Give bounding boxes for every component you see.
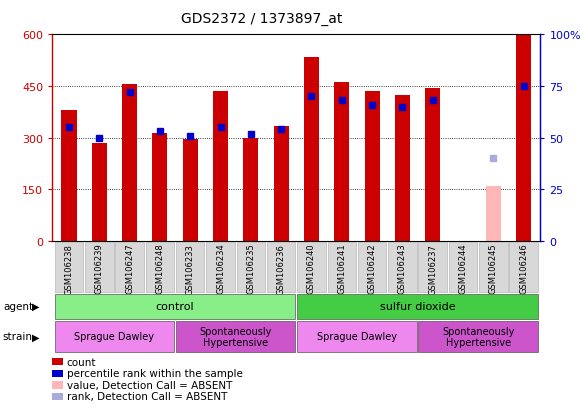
FancyBboxPatch shape bbox=[510, 242, 538, 293]
Bar bbox=[122, 85, 137, 242]
Text: GSM106248: GSM106248 bbox=[155, 243, 164, 294]
FancyBboxPatch shape bbox=[418, 242, 447, 293]
Text: GSM106238: GSM106238 bbox=[64, 243, 73, 294]
Text: value, Detection Call = ABSENT: value, Detection Call = ABSENT bbox=[67, 380, 232, 390]
Text: rank, Detection Call = ABSENT: rank, Detection Call = ABSENT bbox=[67, 392, 227, 401]
Bar bbox=[152, 133, 167, 242]
Bar bbox=[516, 35, 531, 242]
FancyBboxPatch shape bbox=[116, 242, 144, 293]
Text: count: count bbox=[67, 357, 96, 367]
Text: ▶: ▶ bbox=[32, 332, 40, 342]
FancyBboxPatch shape bbox=[297, 294, 538, 319]
Bar bbox=[486, 187, 501, 242]
FancyBboxPatch shape bbox=[297, 242, 326, 293]
Text: percentile rank within the sample: percentile rank within the sample bbox=[67, 368, 243, 378]
Bar bbox=[182, 140, 198, 242]
FancyBboxPatch shape bbox=[55, 242, 83, 293]
Text: GSM106235: GSM106235 bbox=[246, 243, 255, 294]
Bar bbox=[62, 111, 77, 242]
Text: GSM106247: GSM106247 bbox=[125, 243, 134, 294]
FancyBboxPatch shape bbox=[176, 321, 295, 352]
FancyBboxPatch shape bbox=[297, 321, 417, 352]
Text: GSM106240: GSM106240 bbox=[307, 243, 316, 294]
Text: GDS2372 / 1373897_at: GDS2372 / 1373897_at bbox=[181, 12, 342, 26]
Bar bbox=[243, 138, 259, 242]
FancyBboxPatch shape bbox=[206, 242, 235, 293]
Bar bbox=[364, 92, 379, 242]
FancyBboxPatch shape bbox=[55, 321, 174, 352]
FancyBboxPatch shape bbox=[358, 242, 386, 293]
Text: control: control bbox=[156, 301, 195, 312]
Bar bbox=[274, 126, 289, 242]
Text: GSM106242: GSM106242 bbox=[368, 243, 376, 294]
FancyBboxPatch shape bbox=[449, 242, 477, 293]
Bar bbox=[92, 143, 107, 242]
FancyBboxPatch shape bbox=[55, 294, 295, 319]
Text: GSM106239: GSM106239 bbox=[95, 243, 104, 294]
FancyBboxPatch shape bbox=[418, 321, 538, 352]
Text: GSM106236: GSM106236 bbox=[277, 243, 286, 294]
Text: Spontaneously
Hypertensive: Spontaneously Hypertensive bbox=[199, 326, 272, 347]
Text: sulfur dioxide: sulfur dioxide bbox=[380, 301, 456, 312]
Text: Sprague Dawley: Sprague Dawley bbox=[317, 332, 397, 342]
Bar bbox=[425, 88, 440, 242]
Text: GSM106241: GSM106241 bbox=[338, 243, 346, 294]
FancyBboxPatch shape bbox=[85, 242, 113, 293]
Text: strain: strain bbox=[3, 332, 33, 342]
Text: GSM106246: GSM106246 bbox=[519, 243, 528, 294]
FancyBboxPatch shape bbox=[328, 242, 356, 293]
FancyBboxPatch shape bbox=[236, 242, 265, 293]
Text: ▶: ▶ bbox=[32, 301, 40, 311]
Bar bbox=[213, 92, 228, 242]
FancyBboxPatch shape bbox=[388, 242, 417, 293]
Text: Spontaneously
Hypertensive: Spontaneously Hypertensive bbox=[442, 326, 514, 347]
Text: GSM106243: GSM106243 bbox=[398, 243, 407, 294]
FancyBboxPatch shape bbox=[479, 242, 508, 293]
Text: GSM106233: GSM106233 bbox=[186, 243, 195, 294]
FancyBboxPatch shape bbox=[176, 242, 205, 293]
Text: Sprague Dawley: Sprague Dawley bbox=[74, 332, 155, 342]
FancyBboxPatch shape bbox=[267, 242, 295, 293]
Bar bbox=[304, 57, 319, 242]
Text: GSM106234: GSM106234 bbox=[216, 243, 225, 294]
Text: GSM106245: GSM106245 bbox=[489, 243, 498, 294]
Text: GSM106237: GSM106237 bbox=[428, 243, 437, 294]
Text: agent: agent bbox=[3, 301, 33, 311]
Bar bbox=[395, 95, 410, 242]
Text: GSM106244: GSM106244 bbox=[458, 243, 468, 294]
FancyBboxPatch shape bbox=[146, 242, 174, 293]
Bar bbox=[334, 83, 349, 242]
